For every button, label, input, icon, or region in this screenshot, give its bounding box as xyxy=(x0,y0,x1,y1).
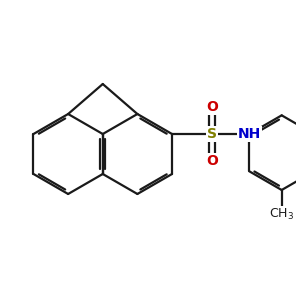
Text: NH: NH xyxy=(238,127,261,141)
Text: O: O xyxy=(206,154,218,168)
Text: S: S xyxy=(207,127,217,141)
Text: O: O xyxy=(206,100,218,114)
Text: CH$_3$: CH$_3$ xyxy=(269,206,294,221)
